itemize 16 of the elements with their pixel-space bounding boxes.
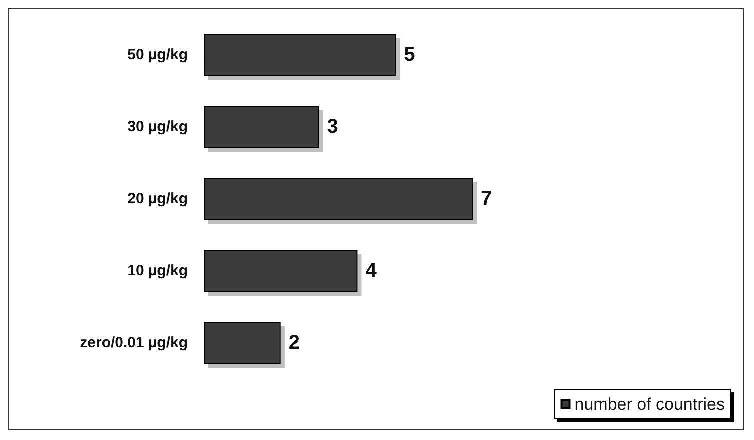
legend-label: number of countries bbox=[574, 395, 726, 414]
bar bbox=[204, 106, 320, 148]
y-tick-label: 50 µg/kg bbox=[128, 46, 188, 64]
bar bbox=[204, 322, 281, 364]
bar bbox=[204, 34, 396, 76]
data-label: 5 bbox=[404, 44, 416, 66]
data-label: 3 bbox=[327, 116, 338, 138]
bar bbox=[204, 178, 473, 220]
data-label: 4 bbox=[366, 260, 378, 282]
y-tick-label: 10 µg/kg bbox=[128, 262, 188, 280]
data-label: 7 bbox=[481, 188, 492, 210]
y-tick-label: zero/0.01 µg/kg bbox=[80, 334, 188, 352]
bar bbox=[204, 250, 358, 292]
y-tick-label: 30 µg/kg bbox=[128, 118, 188, 136]
data-label: 2 bbox=[288, 332, 300, 354]
y-tick-label: 20 µg/kg bbox=[128, 190, 188, 208]
